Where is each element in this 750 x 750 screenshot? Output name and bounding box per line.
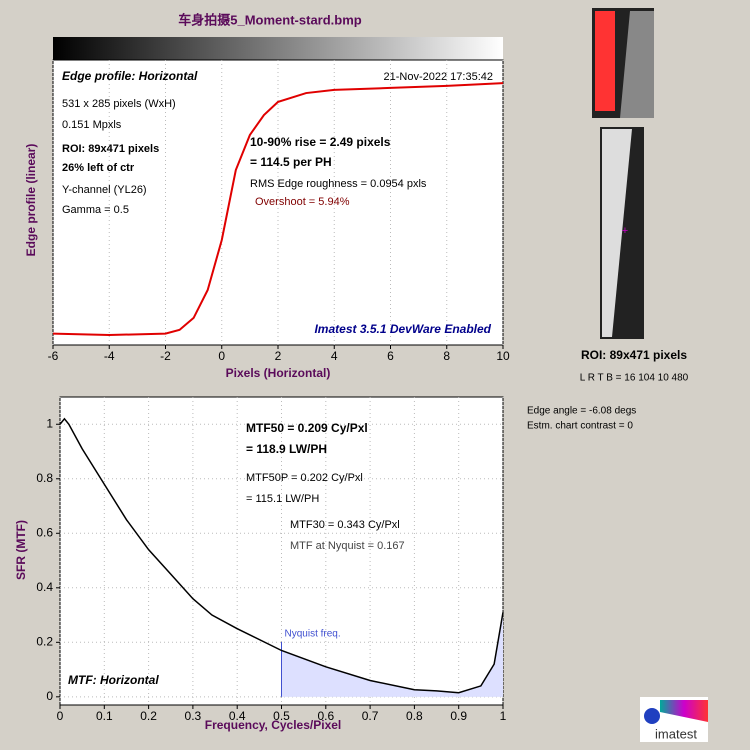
x-tick-label: 0.5 (273, 709, 290, 723)
data-line (52, 82, 504, 337)
center-mark: + (622, 225, 628, 237)
y-tick-label: 0.2 (36, 634, 53, 648)
logo-graphic (660, 700, 708, 722)
contrast: Estm. chart contrast = 0 (527, 421, 633, 432)
annotation: RMS Edge roughness = 0.0954 pxls (250, 178, 427, 190)
annotation: = 118.9 LW/PH (246, 442, 327, 456)
x-tick-label: 0 (218, 349, 225, 363)
x-tick-label: -2 (160, 349, 171, 363)
annotation: Imatest 3.5.1 DevWare Enabled (314, 322, 491, 336)
annotation: 0.151 Mpxls (62, 119, 122, 131)
x-tick-label: 0.3 (185, 709, 202, 723)
annotation: MTF50P = 0.202 Cy/Pxl (246, 472, 363, 484)
y-axis-label: SFR (MTF) (14, 520, 28, 580)
y-axis-label: Edge profile (linear) (24, 144, 38, 257)
roi-coords: L R T B = 16 104 10 480 (580, 373, 689, 384)
window-title: 车身拍摄5_Moment-stard.bmp (178, 12, 362, 27)
y-tick-label: 1 (46, 416, 53, 430)
x-axis-label: Frequency, Cycles/Pixel (205, 718, 342, 732)
x-tick-label: 0.7 (362, 709, 379, 723)
roi-highlight (595, 11, 615, 111)
annotation: 26% left of ctr (62, 162, 135, 174)
edge (620, 11, 654, 118)
nyquist-label: Nyquist freq. (285, 629, 341, 640)
x-tick-label: 0.2 (140, 709, 157, 723)
logo-ball (644, 708, 660, 724)
annotation: Gamma = 0.5 (62, 204, 129, 216)
x-tick-label: 0.6 (317, 709, 334, 723)
y-tick-label: 0.6 (36, 525, 53, 539)
x-tick-label: 10 (496, 349, 510, 363)
x-tick-label: 0.1 (96, 709, 113, 723)
annotation: 10-90% rise = 2.49 pixels (250, 135, 391, 149)
x-tick-label: 0.9 (450, 709, 467, 723)
x-tick-label: 8 (443, 349, 450, 363)
annotation: 531 x 285 pixels (WxH) (62, 98, 176, 110)
x-tick-label: 4 (331, 349, 338, 363)
chart-title: MTF: Horizontal (68, 673, 159, 687)
y-tick-label: 0.4 (36, 580, 53, 594)
annotation: MTF30 = 0.343 Cy/Pxl (290, 519, 400, 531)
roi-label: ROI: 89x471 pixels (581, 348, 687, 362)
x-tick-label: -4 (104, 349, 115, 363)
chart-title: Edge profile: Horizontal (62, 69, 198, 83)
x-tick-label: 0.8 (406, 709, 423, 723)
annotation: 21-Nov-2022 17:35:42 (384, 71, 493, 83)
y-tick-label: 0 (46, 689, 53, 703)
x-tick-label: -6 (48, 349, 59, 363)
annotation: MTF at Nyquist = 0.167 (290, 540, 405, 552)
x-tick-label: 2 (275, 349, 282, 363)
annotation: Overshoot = 5.94% (255, 196, 350, 208)
x-tick-label: 0 (57, 709, 64, 723)
annotation: = 115.1 LW/PH (246, 493, 319, 505)
y-tick-label: 0.8 (36, 471, 53, 485)
annotation: = 114.5 per PH (250, 155, 332, 169)
x-tick-label: 6 (387, 349, 394, 363)
edge-angle: Edge angle = -6.08 degs (527, 406, 636, 417)
annotation: MTF50 = 0.209 Cy/Pxl (246, 421, 368, 435)
annotation: ROI: 89x471 pixels (62, 143, 159, 155)
logo-text: imatest (655, 726, 697, 741)
data-line (59, 417, 504, 694)
plot-area (52, 59, 504, 346)
gradient-bar (53, 37, 503, 60)
nyquist-area (281, 612, 503, 697)
x-tick-label: 0.4 (229, 709, 246, 723)
x-tick-label: 1 (500, 709, 507, 723)
annotation: Y-channel (YL26) (62, 184, 147, 196)
edge (602, 129, 632, 337)
x-axis-label: Pixels (Horizontal) (226, 366, 331, 380)
